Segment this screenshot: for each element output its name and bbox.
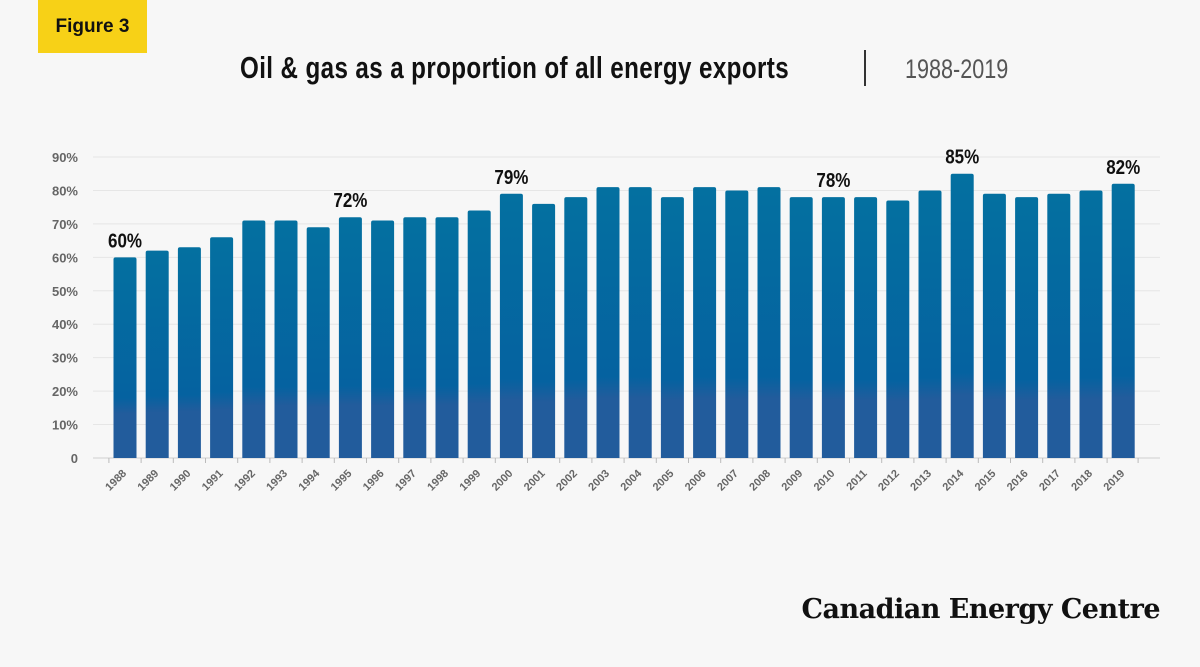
x-tick-label: 2006 <box>683 468 709 494</box>
x-tick-label: 1990 <box>168 468 194 494</box>
brand-logo: Canadian Energy Centre <box>801 594 1160 625</box>
x-tick-label: 2000 <box>490 468 516 494</box>
data-label: 85% <box>945 145 979 168</box>
bar <box>499 193 523 459</box>
y-tick-label: 10% <box>52 418 78 433</box>
bar <box>886 200 910 458</box>
x-tick-label: 1992 <box>232 468 258 494</box>
x-tick-label: 2010 <box>812 468 838 494</box>
x-tick-label: 2004 <box>619 467 645 493</box>
y-tick-label: 90% <box>52 150 78 165</box>
bar <box>177 247 201 458</box>
x-tick-label: 1993 <box>264 468 290 494</box>
x-tick-label: 2007 <box>715 468 741 494</box>
x-tick-label: 2013 <box>908 468 934 494</box>
x-tick-label: 2008 <box>747 468 773 494</box>
y-tick-label: 40% <box>52 317 78 332</box>
y-tick-label: 70% <box>52 217 78 232</box>
x-tick-label: 2011 <box>844 468 869 493</box>
bar <box>435 217 459 458</box>
bar <box>918 190 942 458</box>
data-label: 82% <box>1106 155 1140 178</box>
y-tick-label: 80% <box>52 183 78 198</box>
x-tick-label: 2014 <box>941 467 967 493</box>
bar <box>854 197 878 458</box>
data-label: 78% <box>816 169 850 192</box>
bar <box>467 210 491 458</box>
bar <box>789 197 813 458</box>
bar <box>242 220 266 458</box>
bar <box>338 217 362 458</box>
x-tick-label: 2009 <box>780 468 806 494</box>
x-tick-label: 2015 <box>973 468 999 494</box>
bar <box>821 197 845 458</box>
x-tick-label: 1991 <box>200 468 226 494</box>
title-divider <box>864 50 866 86</box>
date-range: 1988-2019 <box>905 54 1009 84</box>
bar <box>757 187 781 458</box>
y-tick-label: 20% <box>52 384 78 399</box>
x-tick-label: 1988 <box>103 468 129 494</box>
bar <box>564 197 588 458</box>
x-tick-label: 1999 <box>458 468 484 494</box>
bar <box>210 237 234 458</box>
bar <box>113 257 137 458</box>
bar <box>371 220 395 458</box>
bar <box>596 187 620 458</box>
x-tick-label: 2005 <box>651 468 677 494</box>
bar <box>1079 190 1103 458</box>
bar <box>1047 193 1071 459</box>
bar <box>982 193 1006 459</box>
chart-title: Oil & gas as a proportion of all energy … <box>240 50 790 85</box>
data-label: 79% <box>494 165 528 188</box>
x-tick-label: 2018 <box>1069 468 1095 494</box>
bar <box>532 203 556 458</box>
bar <box>950 173 974 458</box>
x-tick-label: 2001 <box>522 468 548 494</box>
y-tick-label: 60% <box>52 250 78 265</box>
bar <box>403 217 427 458</box>
bar <box>628 187 652 458</box>
bar <box>274 220 298 458</box>
bar <box>725 190 749 458</box>
data-label: 60% <box>108 229 142 252</box>
bar <box>1111 183 1135 458</box>
x-tick-label: 1989 <box>136 468 162 494</box>
x-tick-label: 2002 <box>554 468 580 494</box>
x-tick-label: 2003 <box>586 468 612 494</box>
y-tick-label: 0 <box>71 451 78 466</box>
y-tick-label: 30% <box>52 351 78 366</box>
x-tick-label: 1995 <box>329 468 355 494</box>
bar <box>145 250 169 458</box>
x-tick-label: 2016 <box>1005 468 1031 494</box>
bar <box>660 197 684 458</box>
x-tick-label: 1998 <box>425 468 451 494</box>
data-label: 72% <box>333 189 367 212</box>
y-tick-label: 50% <box>52 284 78 299</box>
figure-badge: Figure 3 <box>38 0 147 53</box>
x-tick-label: 2019 <box>1102 468 1128 494</box>
bar <box>693 187 717 458</box>
bar <box>306 227 330 458</box>
x-tick-label: 2012 <box>876 468 902 494</box>
x-tick-label: 1996 <box>361 468 387 494</box>
x-tick-label: 1994 <box>297 467 323 493</box>
x-tick-label: 2017 <box>1037 468 1063 494</box>
bar <box>1015 197 1039 458</box>
x-tick-label: 1997 <box>393 468 419 494</box>
